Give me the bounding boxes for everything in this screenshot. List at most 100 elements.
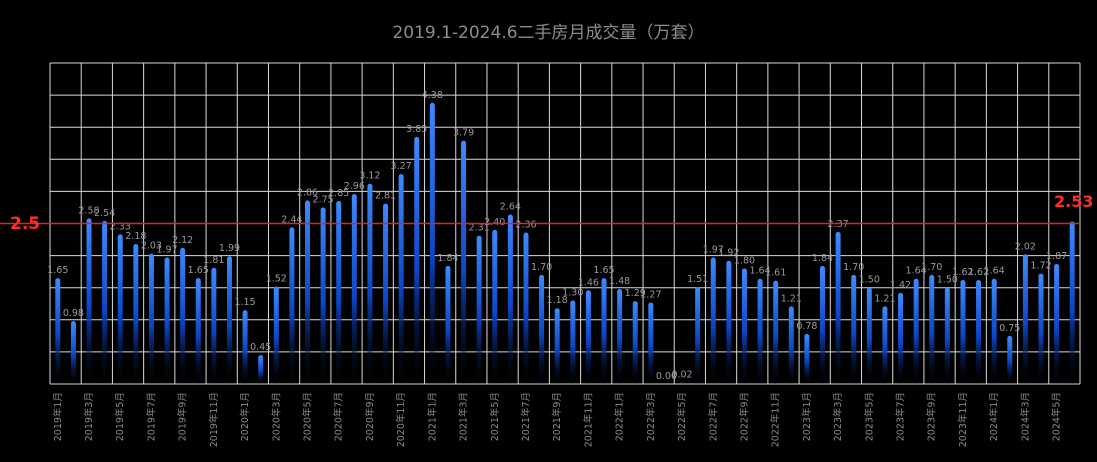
data-label: 1.21 <box>874 293 895 304</box>
bar <box>367 183 373 384</box>
x-tick-label: 2021年5月 <box>489 392 501 441</box>
x-tick-label: 2023年11月 <box>957 392 969 447</box>
data-label: 1.97 <box>156 245 177 256</box>
bar <box>289 227 295 384</box>
data-label: 1.70 <box>921 262 942 273</box>
bar <box>133 244 139 384</box>
data-labels: 1.650.982.582.542.332.182.031.972.121.65… <box>47 90 1067 382</box>
bar <box>679 382 685 384</box>
x-tick-label: 2022年11月 <box>770 392 782 447</box>
data-label: 1.51 <box>687 274 708 285</box>
data-label: 1.81 <box>203 255 224 266</box>
bar <box>414 136 420 384</box>
data-label: 1.42 <box>890 280 911 291</box>
data-label: 2.58 <box>78 205 99 216</box>
bars <box>55 102 1075 384</box>
data-label: 3.85 <box>406 124 427 135</box>
data-label: 1.62 <box>968 267 989 278</box>
x-tick-label: 2023年7月 <box>895 392 907 441</box>
data-label: 1.64 <box>749 266 770 277</box>
bar <box>226 256 232 384</box>
data-label: 2.64 <box>500 202 521 213</box>
data-label: 1.99 <box>219 243 240 254</box>
data-label: 1.62 <box>952 267 973 278</box>
data-label: 1.48 <box>609 276 630 287</box>
bar <box>86 218 92 384</box>
data-label: 1.64 <box>906 266 927 277</box>
bar <box>773 280 779 384</box>
data-label: 0.78 <box>796 321 817 332</box>
data-label: 2.18 <box>125 231 146 242</box>
x-tick-label: 2021年9月 <box>551 392 563 441</box>
x-tick-label: 2020年7月 <box>333 392 345 441</box>
data-label: 1.52 <box>266 273 287 284</box>
data-label: 0.98 <box>63 308 84 319</box>
x-tick-label: 2022年3月 <box>645 392 657 441</box>
x-tick-label: 2020年11月 <box>395 392 407 447</box>
x-tick-labels: 2019年1月 2019年3月 2019年5月 2019年7月 2019年9月 2019年… <box>52 392 1063 447</box>
bar <box>741 268 747 384</box>
bar <box>273 286 279 384</box>
bar <box>710 257 716 384</box>
x-tick-label: 2024年3月 <box>1019 392 1031 441</box>
bar <box>1038 273 1044 384</box>
x-tick-label: 2021年3月 <box>458 392 470 441</box>
data-label: 2.44 <box>281 214 302 225</box>
bar <box>570 300 576 384</box>
data-label: 1.65 <box>188 265 209 276</box>
bar <box>1069 221 1075 384</box>
x-tick-label: 2021年7月 <box>520 392 532 441</box>
bar <box>70 321 76 384</box>
bar <box>523 232 529 384</box>
bar <box>757 278 763 384</box>
bar <box>211 267 217 384</box>
x-tick-label: 2023年1月 <box>801 392 813 441</box>
data-label: 1.65 <box>47 265 68 276</box>
bar <box>117 234 123 384</box>
data-label: 3.27 <box>391 161 412 172</box>
data-label: 1.18 <box>547 295 568 306</box>
bar <box>960 279 966 384</box>
bar <box>195 278 201 384</box>
bar <box>148 253 154 384</box>
bar <box>632 301 638 384</box>
data-label: 2.40 <box>484 217 505 228</box>
reference-line-label: 2.5 <box>10 214 41 234</box>
bar <box>991 278 997 384</box>
data-label: 1.84 <box>437 253 458 264</box>
bar <box>351 193 357 384</box>
x-tick-label: 2023年9月 <box>926 392 938 441</box>
bar <box>336 201 342 384</box>
bar <box>476 235 482 384</box>
data-label: 2.36 <box>515 219 536 230</box>
bar <box>320 207 326 384</box>
data-label: 1.84 <box>812 253 833 264</box>
bar <box>788 306 794 384</box>
bar <box>164 257 170 384</box>
x-tick-label: 2020年5月 <box>302 392 314 441</box>
bar <box>242 310 248 384</box>
data-label: 1.64 <box>984 266 1005 277</box>
x-tick-label: 2020年1月 <box>239 392 251 441</box>
bar <box>585 290 591 384</box>
last-value-label: 2.53 <box>1054 192 1094 211</box>
x-tick-label: 2019年5月 <box>114 392 126 441</box>
x-tick-label: 2019年9月 <box>177 392 189 441</box>
bar <box>305 200 310 384</box>
data-label: 0.02 <box>671 370 692 381</box>
bar <box>601 278 607 384</box>
data-label: 0.75 <box>999 323 1020 334</box>
data-label: 2.86 <box>297 187 318 198</box>
data-label: 2.96 <box>344 181 365 192</box>
data-label: 1.65 <box>593 265 614 276</box>
x-tick-label: 2022年7月 <box>707 392 719 441</box>
data-label: 1.29 <box>625 288 646 299</box>
bar <box>851 274 857 384</box>
bar <box>383 203 389 384</box>
data-label: 1.87 <box>1046 251 1067 262</box>
data-label: 1.15 <box>234 297 255 308</box>
bar <box>492 229 498 384</box>
bar <box>695 287 701 384</box>
data-label: 0.00 <box>656 371 677 382</box>
bar <box>539 274 545 384</box>
